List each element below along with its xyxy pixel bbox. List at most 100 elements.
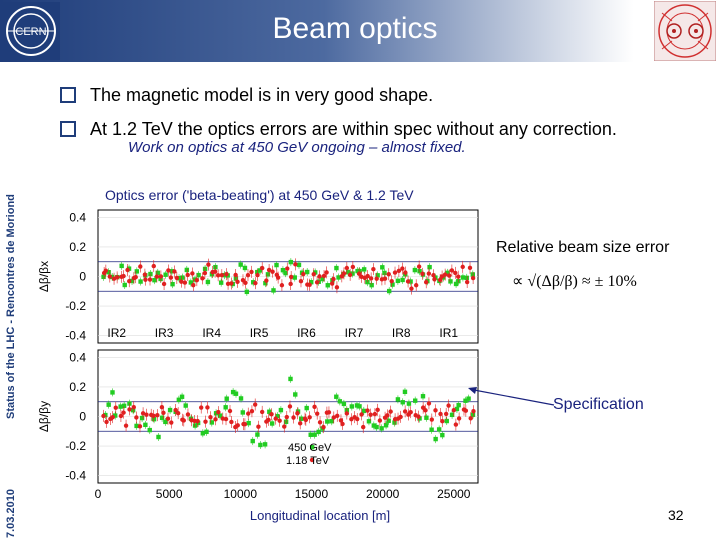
green-point: [361, 408, 367, 414]
green-point: [156, 434, 161, 440]
green-point: [274, 262, 279, 268]
red-point: [264, 278, 269, 283]
green-point: [395, 397, 401, 402]
green-point: [454, 406, 460, 412]
red-point: [168, 275, 174, 280]
slide-header: CERN Beam optics: [0, 0, 720, 62]
red-point: [442, 272, 448, 277]
green-point: [250, 438, 255, 444]
green-point: [309, 280, 314, 285]
red-point: [467, 265, 473, 271]
green-point: [334, 394, 339, 399]
red-point: [321, 273, 327, 279]
red-point: [259, 265, 265, 271]
red-point: [203, 419, 208, 424]
red-point: [185, 272, 190, 278]
red-point: [269, 411, 274, 417]
green-point: [151, 416, 157, 422]
green-point: [188, 280, 194, 285]
green-point: [304, 269, 310, 275]
bullet-text: The magnetic model is in very good shape…: [90, 84, 434, 105]
red-point: [166, 268, 171, 273]
red-point: [377, 418, 383, 423]
green-point: [129, 278, 135, 284]
red-point: [297, 421, 303, 426]
cern-logo: CERN: [2, 2, 60, 60]
bullet-item: At 1.2 TeV the optics errors are within …: [58, 112, 698, 146]
red-point: [331, 276, 336, 282]
green-point: [296, 262, 302, 268]
red-point: [432, 277, 437, 282]
green-point: [238, 396, 244, 401]
green-point: [158, 276, 163, 282]
x-tick-label: 25000: [437, 487, 471, 501]
ir-label: IR7: [345, 326, 364, 340]
red-point: [190, 271, 195, 276]
red-point: [191, 282, 196, 288]
red-point: [431, 273, 436, 278]
bullet-list: The magnetic model is in very good shape…: [58, 78, 698, 146]
red-point: [131, 405, 136, 410]
green-point: [320, 276, 325, 282]
red-point: [138, 264, 143, 269]
green-point: [386, 288, 392, 294]
red-point: [284, 414, 289, 420]
green-point: [383, 423, 389, 428]
red-point: [349, 416, 354, 422]
green-point: [167, 407, 173, 413]
x-tick-label: 10000: [224, 487, 258, 501]
green-point: [222, 272, 227, 278]
green-point: [278, 407, 284, 413]
red-point: [174, 275, 180, 281]
y-tick-label: 0.4: [69, 350, 86, 364]
red-point: [350, 264, 356, 270]
red-point: [213, 417, 218, 422]
green-point: [101, 274, 106, 280]
green-point: [412, 267, 418, 273]
green-point: [121, 403, 127, 408]
green-point: [205, 279, 211, 285]
green-point: [316, 429, 321, 435]
red-point: [121, 410, 126, 415]
red-point: [374, 276, 379, 281]
red-point: [307, 282, 312, 287]
red-point: [227, 408, 233, 414]
green-point: [176, 276, 182, 281]
green-point: [400, 277, 405, 283]
green-point: [255, 432, 260, 437]
red-point: [375, 407, 380, 413]
green-point: [110, 390, 115, 395]
green-point: [304, 405, 309, 411]
red-point: [114, 275, 120, 280]
ir-label: IR3: [155, 326, 174, 340]
red-point: [173, 407, 178, 413]
green-point: [262, 442, 268, 447]
green-point: [218, 280, 224, 285]
slide-title: Beam optics: [272, 12, 438, 45]
y-tick-label: -0.2: [65, 299, 86, 313]
red-point: [224, 271, 229, 277]
specification-arrow: [468, 387, 555, 406]
red-point: [359, 412, 364, 417]
red-point: [285, 266, 290, 271]
y-tick-label: -0.2: [65, 439, 86, 453]
red-point: [161, 410, 166, 416]
green-point: [233, 391, 239, 396]
red-point: [225, 281, 231, 286]
red-point: [365, 273, 370, 279]
red-point: [443, 411, 449, 417]
red-point: [212, 269, 218, 274]
green-point: [312, 432, 317, 437]
red-point: [143, 277, 148, 282]
bullet-box-icon: [60, 121, 76, 137]
red-point: [249, 269, 254, 275]
red-point: [215, 273, 221, 278]
green-point: [170, 281, 175, 287]
red-point: [194, 277, 200, 283]
red-point: [463, 408, 469, 413]
red-point: [314, 280, 320, 285]
green-point: [349, 404, 355, 409]
red-point: [242, 422, 248, 427]
red-point: [182, 280, 188, 285]
red-point: [396, 268, 402, 274]
